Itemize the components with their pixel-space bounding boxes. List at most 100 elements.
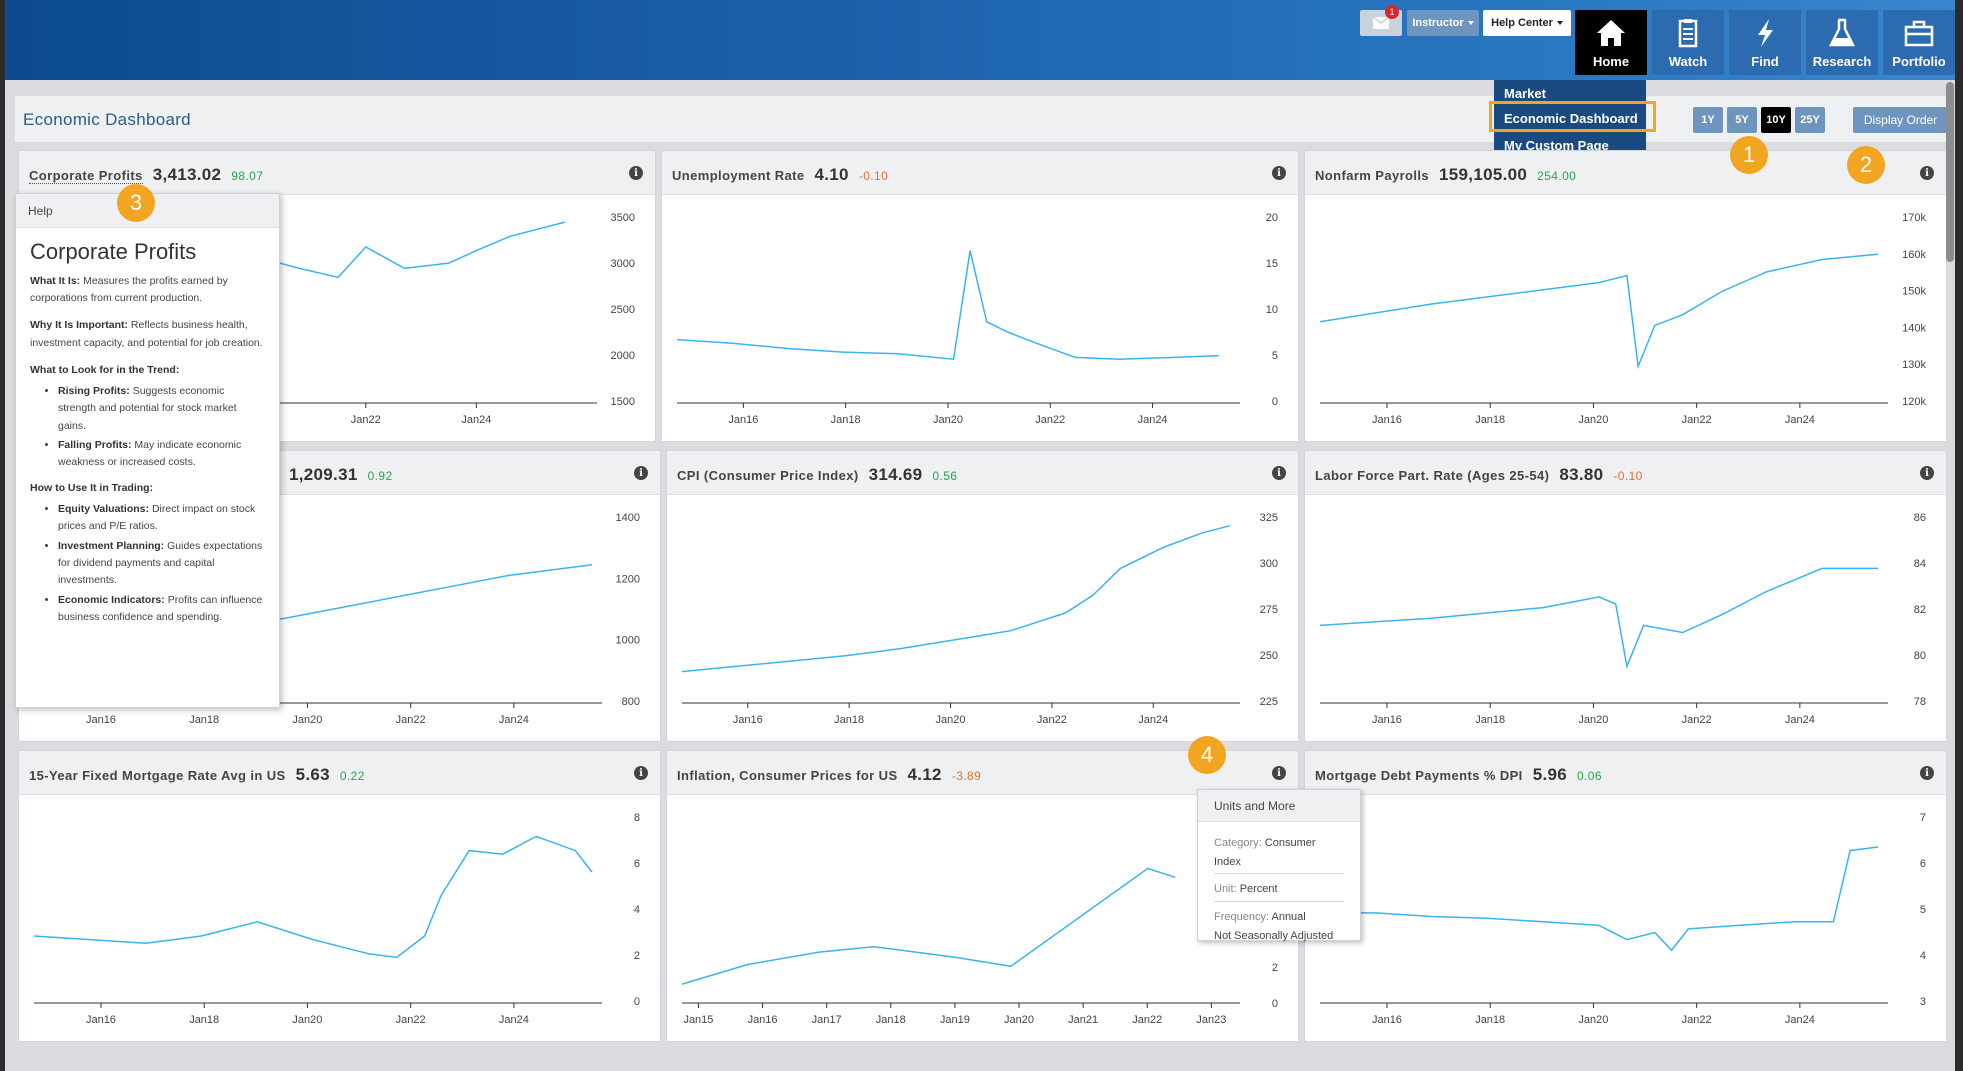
chart-card: Inflation, Consumer Prices for US 4.12 -3.… (666, 750, 1299, 1042)
units-frequency: Frequency: Annual (1214, 911, 1306, 924)
y-tick-label: 300 (1260, 558, 1278, 570)
chart-card-title[interactable]: Labor Force Part. Rate (Ages 25-54) 83.80… (1315, 465, 1643, 485)
period-1y-button[interactable]: 1Y (1693, 107, 1723, 133)
line-chart: 2 0 Jan15 Jan16 Jan17 Jan18 Jan19 Jan20 Jan21 Jan… (681, 867, 1278, 1026)
chart-card-title[interactable]: Unemployment Rate 4.10 -0.10 (672, 165, 888, 185)
list-item: Economic Indicators: Profits can influen… (58, 592, 265, 627)
x-tick-label: Jan22 (351, 414, 381, 426)
chart-card-header (1305, 751, 1946, 795)
chart-card-title[interactable]: 1,209.31 0.92 (289, 465, 393, 485)
menu-item-economic-dashboard[interactable]: Economic Dashboard (1504, 111, 1638, 126)
info-icon[interactable]: i (1920, 166, 1934, 180)
chart-card-header (662, 151, 1298, 195)
nav-portfolio[interactable]: Portfolio (1883, 10, 1955, 75)
menu-item-market[interactable]: Market (1504, 86, 1546, 101)
series-change: -3.89 (951, 769, 982, 783)
series-name[interactable]: Mortgage Debt Payments % DPI (1315, 768, 1523, 783)
info-icon[interactable]: i (1272, 466, 1286, 480)
chart-card-title[interactable]: 15-Year Fixed Mortgage Rate Avg in US 5.6… (29, 765, 365, 785)
nav-watch[interactable]: Watch (1652, 10, 1724, 75)
y-tick-label: 0 (1272, 396, 1278, 408)
chart-card-header (1305, 451, 1946, 495)
instructor-label: Instructor (1412, 17, 1464, 29)
info-icon[interactable]: i (1920, 466, 1934, 480)
y-tick-label: 3000 (611, 258, 635, 270)
y-tick-label: 82 (1914, 604, 1926, 616)
nav-home[interactable]: Home (1575, 10, 1647, 75)
chart-card-title[interactable]: Corporate Profits 3,413.02 98.07 (29, 165, 263, 185)
list-item: Rising Profits: Suggests economic streng… (58, 383, 265, 435)
series-line (676, 250, 1219, 361)
x-tick-label: Jan16 (728, 414, 758, 426)
y-tick-label: 4 (634, 904, 640, 916)
y-tick-label: 0 (1272, 998, 1278, 1010)
y-tick-label: 78 (1914, 696, 1926, 708)
y-tick-label: 3 (1920, 996, 1926, 1008)
series-name[interactable]: Labor Force Part. Rate (Ages 25-54) (1315, 468, 1550, 483)
x-tick-label: Jan24 (1138, 714, 1168, 726)
y-tick-label: 15 (1266, 258, 1278, 270)
help-panel-title: Corporate Profits (30, 239, 197, 264)
series-name[interactable]: CPI (Consumer Price Index) (677, 468, 859, 483)
series-name[interactable]: Inflation, Consumer Prices for US (677, 768, 898, 783)
units-popover-header: Units and More (1198, 790, 1360, 822)
nav-find[interactable]: Find (1729, 10, 1801, 75)
chart-card: Labor Force Part. Rate (Ages 25-54) 83.80… (1304, 450, 1947, 742)
caret-down-icon (1467, 21, 1474, 25)
help-use-list: Equity Valuations: Direct impact on stoc… (58, 501, 265, 626)
chart-card-title[interactable]: Mortgage Debt Payments % DPI 5.96 0.06 (1315, 765, 1602, 785)
page-scrollbar[interactable] (1946, 82, 1954, 262)
x-tick-label: Jan20 (292, 1014, 322, 1026)
callout-2: 2 (1847, 146, 1885, 184)
x-tick-label: Jan15 (683, 1014, 713, 1026)
info-icon[interactable]: i (1272, 166, 1286, 180)
period-25y-button[interactable]: 25Y (1795, 107, 1825, 133)
info-icon[interactable]: i (634, 766, 648, 780)
series-line (33, 835, 593, 959)
info-icon[interactable]: i (629, 166, 643, 180)
info-icon[interactable]: i (634, 466, 648, 480)
chart-card: CPI (Consumer Price Index) 314.69 0.56 i 325… (666, 450, 1299, 742)
help-center-button[interactable]: Help Center (1483, 10, 1571, 36)
y-tick-label: 2 (1272, 962, 1278, 974)
series-change: -0.10 (858, 169, 889, 183)
x-tick-label: Jan22 (396, 1014, 426, 1026)
x-tick-label: Jan16 (86, 714, 116, 726)
menu-item-my-custom-page[interactable]: My Custom Page (1504, 138, 1609, 153)
help-what-it-is: What It Is: Measures the profits earned … (30, 274, 228, 304)
y-tick-label: 3500 (611, 212, 635, 224)
x-tick-label: Jan18 (189, 1014, 219, 1026)
series-name[interactable]: Corporate Profits (29, 168, 143, 184)
units-popover: Units and More Category: Consumer Index … (1197, 789, 1361, 942)
nav-research[interactable]: Research (1806, 10, 1878, 75)
units-category: Category: Consumer Index (1214, 837, 1316, 868)
period-10y-button[interactable]: 10Y (1761, 107, 1791, 133)
period-5y-button[interactable]: 5Y (1727, 107, 1757, 133)
x-tick-label: Jan18 (1475, 1014, 1505, 1026)
series-change: 254.00 (1537, 169, 1577, 183)
x-tick-label: Jan18 (1475, 714, 1505, 726)
x-tick-label: Jan22 (1682, 714, 1712, 726)
list-item: Equity Valuations: Direct impact on stoc… (58, 501, 265, 536)
series-change: 0.92 (367, 469, 393, 483)
chart-card-title[interactable]: Nonfarm Payrolls 159,105.00 254.00 (1315, 165, 1576, 185)
series-name[interactable]: 15-Year Fixed Mortgage Rate Avg in US (29, 768, 286, 783)
x-tick-label: Jan22 (1035, 414, 1065, 426)
caret-down-icon (1556, 21, 1563, 25)
help-trend-heading: What to Look for in the Trend: (30, 363, 180, 376)
x-tick-label: Jan20 (1004, 1014, 1034, 1026)
display-order-button[interactable]: Display Order (1853, 107, 1948, 133)
help-trend-list: Rising Profits: Suggests economic streng… (58, 383, 265, 472)
help-panel: Help Corporate Profits What It Is: Measu… (15, 193, 280, 708)
x-tick-label: Jan20 (1578, 714, 1608, 726)
x-tick-label: Jan24 (461, 414, 491, 426)
series-name[interactable]: Unemployment Rate (672, 168, 805, 183)
instructor-menu-button[interactable]: Instructor (1407, 10, 1479, 36)
info-icon[interactable]: i (1920, 766, 1934, 780)
info-icon[interactable]: i (1272, 766, 1286, 780)
series-name[interactable]: Nonfarm Payrolls (1315, 168, 1430, 183)
x-tick-label: Jan22 (1682, 1014, 1712, 1026)
x-tick-label: Jan24 (1785, 714, 1815, 726)
chart-card-title[interactable]: Inflation, Consumer Prices for US 4.12 -3.… (677, 765, 981, 785)
chart-card-title[interactable]: CPI (Consumer Price Index) 314.69 0.56 (677, 465, 957, 485)
